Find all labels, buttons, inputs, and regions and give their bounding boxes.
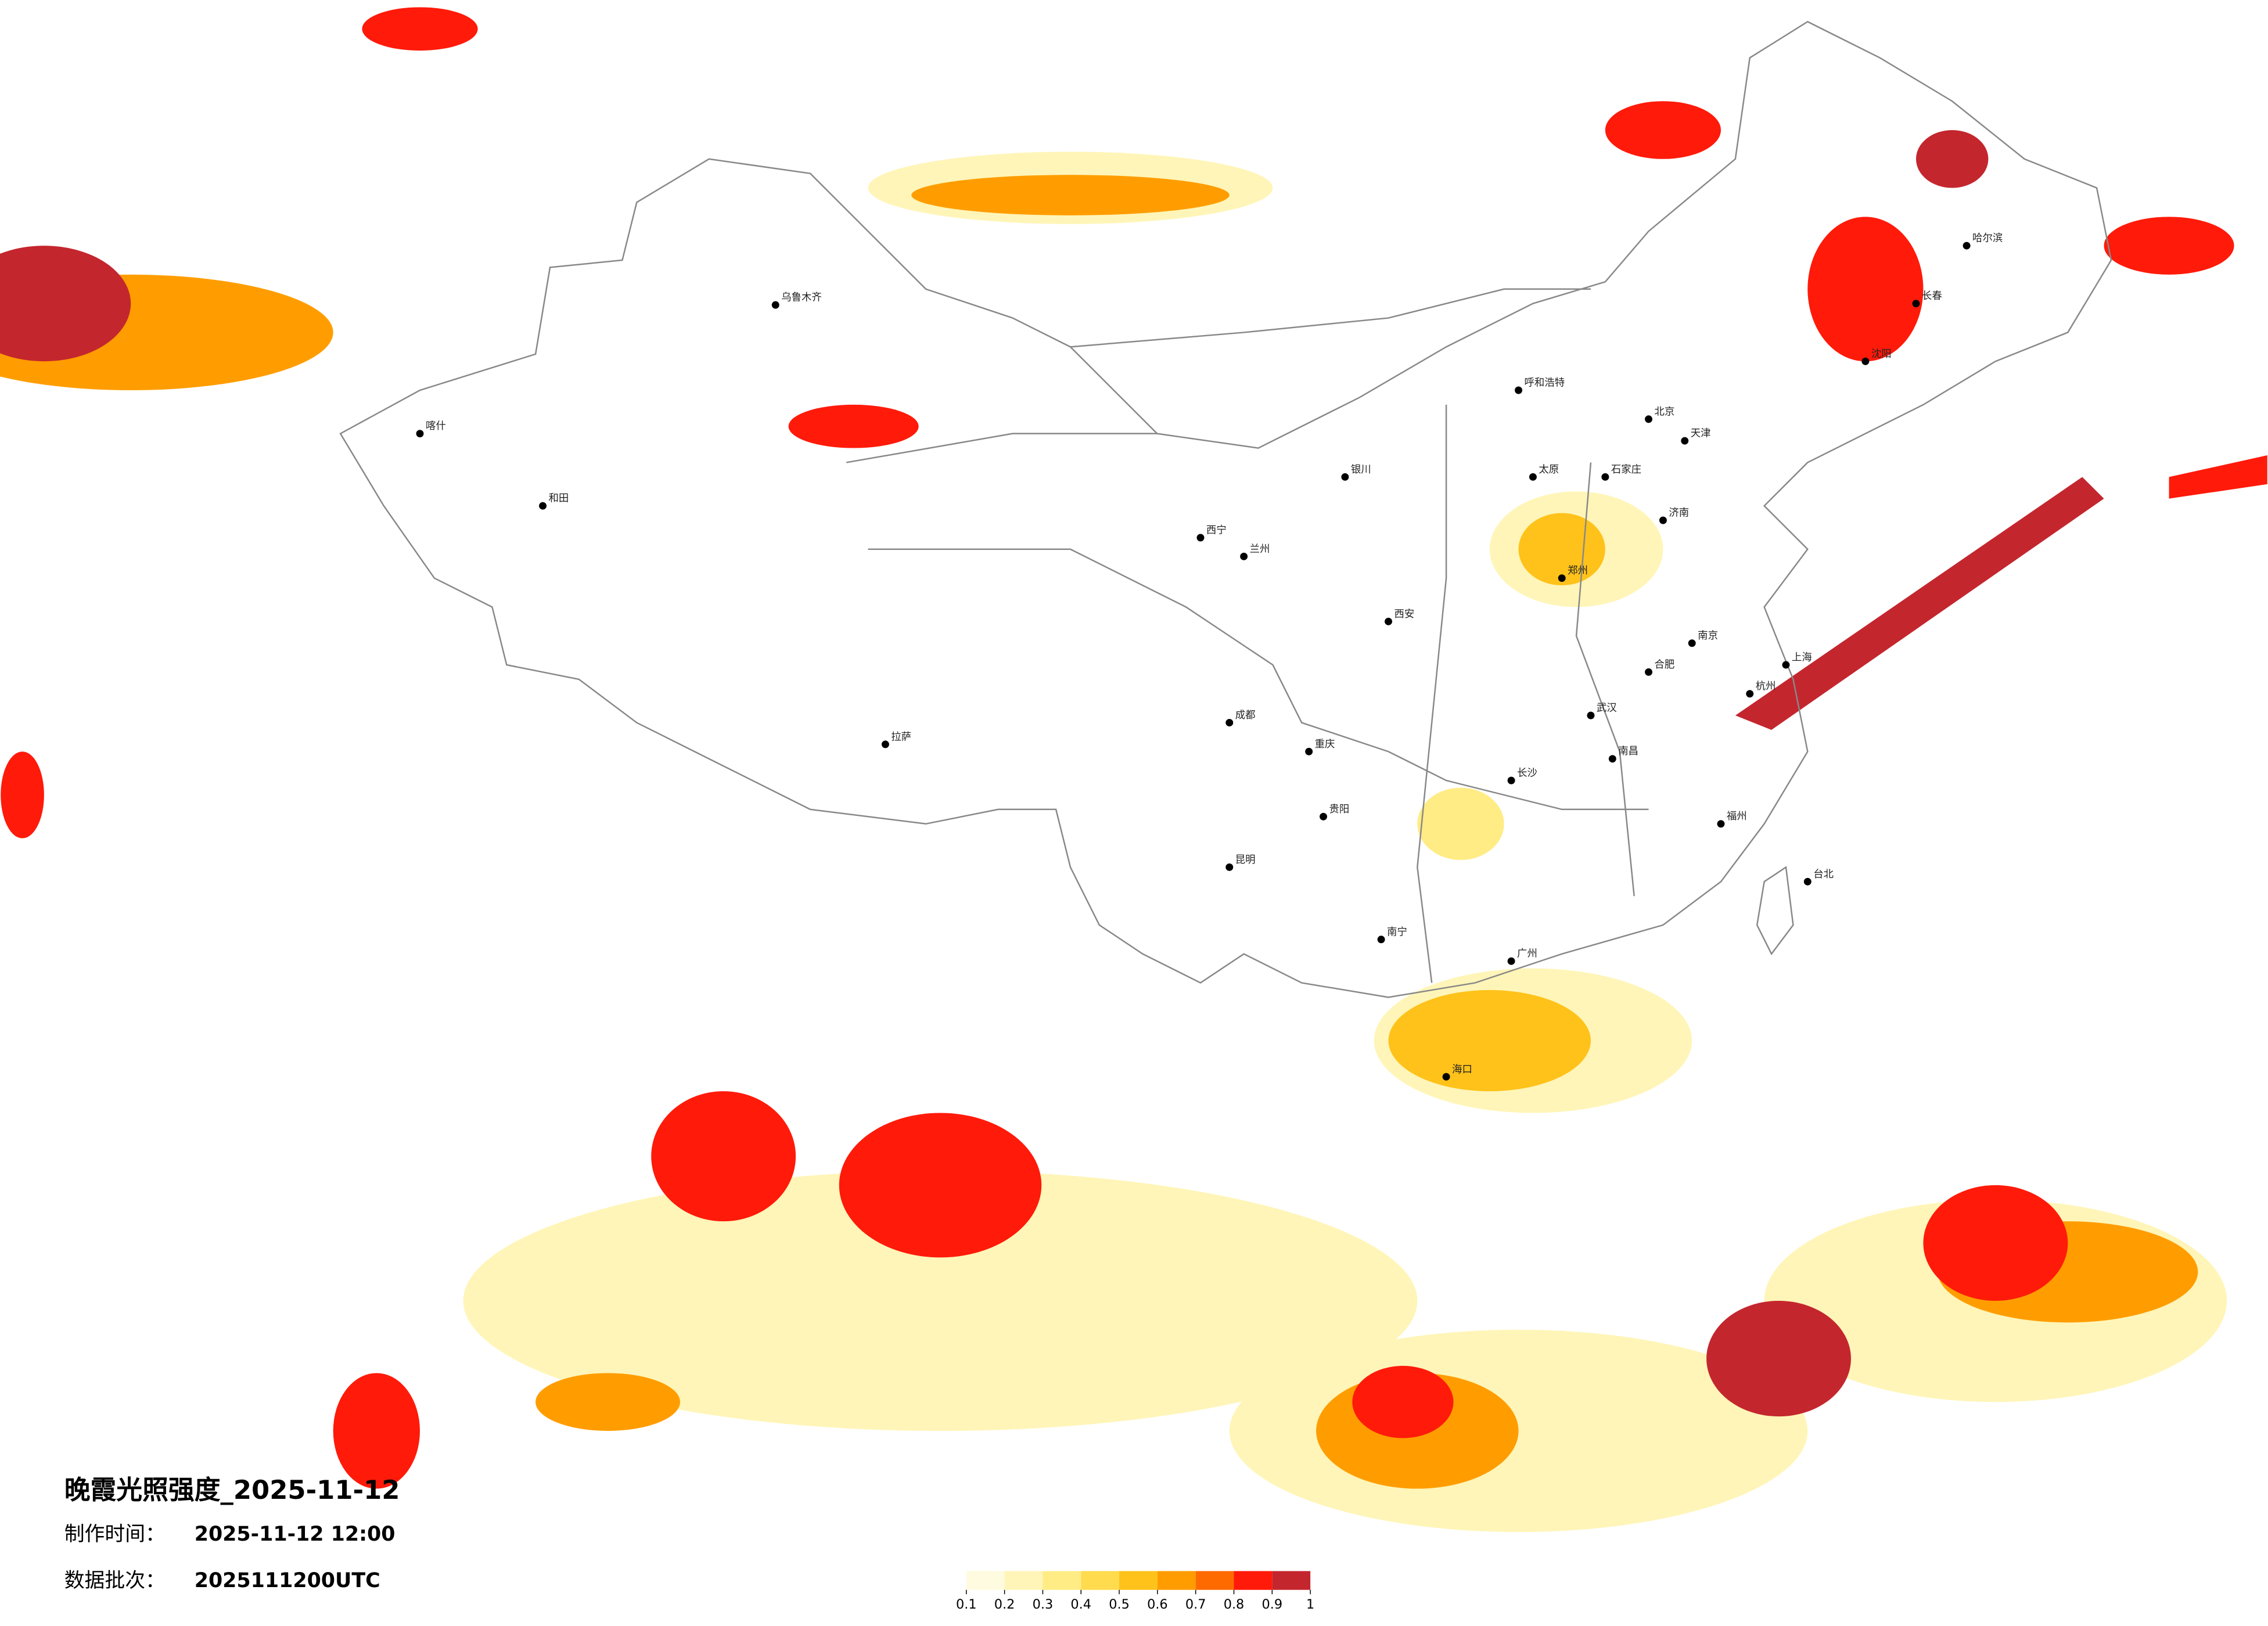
city-dot (1240, 552, 1248, 560)
city-dot (1746, 690, 1754, 698)
city-label: 济南 (1669, 508, 1689, 519)
legend-swatch (1043, 1571, 1081, 1590)
city-label: 哈尔滨 (1972, 233, 2003, 244)
city-dot (1963, 242, 1971, 250)
city-dot (1803, 877, 1811, 886)
make-time-label: 制作时间： (64, 1523, 166, 1546)
legend-tick-label: 0.2 (994, 1597, 1015, 1612)
city-label: 南宁 (1387, 926, 1407, 938)
legend-swatch (1272, 1571, 1311, 1590)
city-dot (1225, 863, 1234, 871)
city-dot (1558, 574, 1566, 582)
city-label: 呼和浩特 (1525, 377, 1565, 389)
city-label: 石家庄 (1611, 464, 1641, 476)
city-label: 银川 (1351, 464, 1371, 476)
city-label: 广州 (1517, 948, 1537, 960)
city-label: 合肥 (1655, 659, 1675, 671)
legend-tick-label: 0.4 (1070, 1597, 1091, 1612)
city-label: 太原 (1539, 464, 1559, 476)
city-dot (1507, 957, 1515, 965)
legend: 0.1 0.2 0.3 0.4 0.5 0.6 0.7 0.8 0.9 1 (956, 1571, 1314, 1612)
city-dot (1529, 473, 1537, 481)
borders (339, 20, 2112, 998)
city-label: 和田 (549, 493, 569, 505)
city-label: 拉萨 (891, 731, 911, 743)
city-label: 南京 (1698, 630, 1718, 642)
city-dot (1341, 473, 1349, 481)
legend-tick-label: 0.3 (1033, 1597, 1054, 1612)
legend-tick-label: 0.8 (1224, 1597, 1245, 1612)
city-label: 长春 (1922, 290, 1942, 302)
city-dot (1515, 386, 1523, 394)
city-dot (1608, 755, 1616, 763)
city-label: 南昌 (1618, 746, 1638, 757)
city-label: 天津 (1691, 428, 1711, 440)
city-dot (1377, 936, 1385, 944)
legend-tick-label: 0.7 (1185, 1597, 1206, 1612)
city-label: 沈阳 (1871, 348, 1892, 360)
legend-swatch (1004, 1571, 1043, 1590)
city-dot (881, 740, 889, 749)
city-label: 长沙 (1517, 768, 1537, 779)
legend-swatch (1119, 1571, 1158, 1590)
city-dot (1645, 415, 1653, 423)
city-label: 成都 (1235, 710, 1256, 721)
city-label: 喀什 (426, 420, 446, 432)
city-dot (1912, 300, 1920, 308)
city-label: 台北 (1813, 869, 1834, 880)
city-dot (1587, 711, 1595, 720)
city-label: 兰州 (1250, 544, 1270, 555)
legend-tick-label: 0.1 (956, 1597, 977, 1612)
city-dot (1782, 661, 1790, 669)
title: 晚霞光照强度_2025-11-12 (64, 1474, 400, 1505)
legend-swatch (1081, 1571, 1120, 1590)
city-dot (1507, 776, 1515, 785)
city-dot (1861, 357, 1870, 365)
city-dot (1320, 812, 1328, 821)
legend-tick-label: 0.5 (1109, 1597, 1130, 1612)
city-label: 西安 (1394, 609, 1415, 620)
legend-swatch (1157, 1571, 1196, 1590)
city-label: 郑州 (1568, 565, 1588, 577)
legend-swatch (1234, 1571, 1273, 1590)
city-label: 杭州 (1756, 681, 1776, 692)
city-dot (771, 301, 779, 309)
legend-swatch (1195, 1571, 1234, 1590)
city-dot (1442, 1073, 1450, 1081)
city-label: 西宁 (1206, 524, 1227, 536)
batch-label: 数据批次： (64, 1569, 166, 1592)
legend-tick-label: 0.6 (1147, 1597, 1168, 1612)
heat-layer (0, 7, 2267, 1533)
city-label: 昆明 (1235, 854, 1256, 866)
make-time: 2025-11-12 12:00 (195, 1523, 396, 1546)
batch: 2025111200UTC (195, 1569, 380, 1592)
city-dot (1717, 820, 1725, 828)
legend-tick-label: 1 (1306, 1597, 1314, 1612)
city-dot (1681, 437, 1689, 445)
city-dot (416, 430, 424, 438)
city-dot (1305, 747, 1313, 756)
city-dot (1385, 617, 1393, 625)
city-dot (1225, 718, 1234, 726)
legend-swatch (966, 1571, 1005, 1590)
city-dot (1688, 639, 1696, 647)
city-dot (539, 502, 547, 510)
city-label: 海口 (1452, 1064, 1472, 1075)
city-label: 贵阳 (1329, 804, 1350, 815)
city-dot (1196, 534, 1205, 542)
city-label: 上海 (1792, 652, 1812, 663)
city-label: 重庆 (1315, 739, 1335, 750)
city-label: 乌鲁木齐 (781, 292, 822, 304)
city-dot (1601, 473, 1609, 481)
city-label: 武汉 (1597, 703, 1617, 714)
city-label: 北京 (1655, 406, 1675, 418)
city-label: 福州 (1727, 811, 1747, 822)
legend-tick-label: 0.9 (1262, 1597, 1283, 1612)
city-dot (1659, 516, 1667, 524)
city-dot (1645, 668, 1653, 676)
